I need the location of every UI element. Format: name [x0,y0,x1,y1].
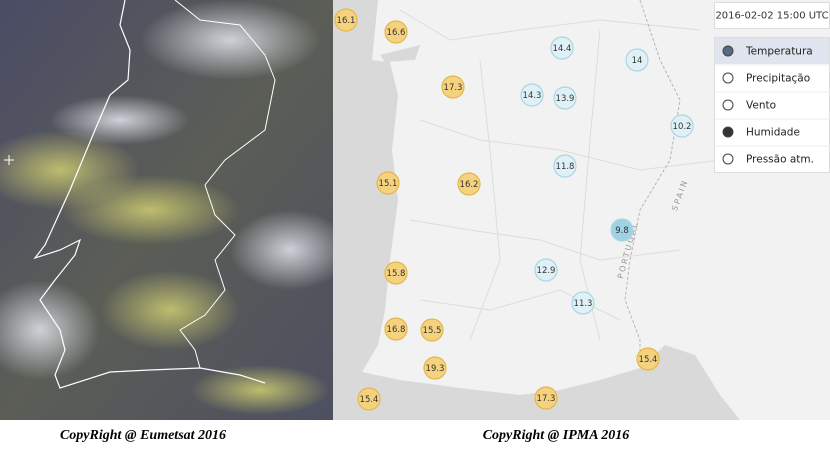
marker-circle [420,318,444,342]
menu-item[interactable]: Pressão atm. [715,145,829,172]
marker-circle [384,261,408,285]
station-marker[interactable]: 17.3 [441,75,465,99]
menu-item-bg [715,146,829,172]
menu-label: Pressão atm. [746,154,814,166]
marker-circle [441,75,465,99]
marker-circle [457,172,481,196]
marker-label: 16.1 [337,16,356,26]
menu-icon [722,99,734,111]
station-marker[interactable]: 11.8 [553,154,577,178]
marker-circle [534,386,558,410]
marker-label: 11.3 [574,299,593,309]
menu-item[interactable]: Humidade [715,118,829,145]
panel: 2016-02-02 15:00 UTC Temperatura Precipit… [714,2,830,173]
marker-circle [571,291,595,315]
station-marker[interactable]: 16.2 [457,172,481,196]
marker-label: 12.9 [537,266,556,276]
marker-label: 16.2 [460,180,479,190]
marker-label: 15.4 [360,395,379,405]
menu-icon [722,126,734,138]
station-marker[interactable]: 12.9 [534,258,558,282]
station-marker[interactable]: 16.6 [384,20,408,44]
marker-circle [357,387,381,411]
station-marker[interactable]: 19.3 [423,356,447,380]
marker-label: 14 [632,56,643,66]
station-marker[interactable]: 15.4 [636,347,660,371]
marker-label: 10.2 [673,122,692,132]
marker-circle [610,218,634,242]
menu-icon [722,72,734,84]
marker-circle [520,83,544,107]
marker-label: 13.9 [556,94,575,104]
menu-item-bg [715,65,829,91]
station-marker[interactable]: 16.8 [384,317,408,341]
station-marker[interactable]: 15.1 [376,171,400,195]
station-marker[interactable]: 10.2 [670,114,694,138]
marker-label: 17.3 [444,83,463,93]
marker-circle [334,8,358,32]
station-marker[interactable]: 9.8 [610,218,634,242]
timestamp: 2016-02-02 15:00 UTC [715,11,828,22]
station-marker[interactable]: 14.3 [520,83,544,107]
marker-label: 17.3 [537,394,556,404]
marker-layer: 16.1 16.6 17.3 14.4 14 14.3 13.9 10.2 11.8 15.1 16… [334,8,694,411]
timestamp-box [714,2,830,29]
marker-label: 14.3 [523,91,542,101]
marker-label: 11.8 [556,162,575,172]
menu-icon [722,153,734,165]
menu-item-bg [715,119,829,145]
marker-circle [553,154,577,178]
marker-label: 15.8 [387,269,406,279]
marker-circle [625,48,649,72]
marker-label: 15.5 [423,326,442,336]
menu-item[interactable]: Temperatura [715,38,829,64]
marker-label: 9.8 [615,226,629,236]
menu-item-bg [715,38,829,64]
marker-circle [636,347,660,371]
marker-circle [553,86,577,110]
marker-label: 14.4 [553,44,572,54]
marker-circle [384,317,408,341]
marker-label: 15.1 [379,179,398,189]
station-marker[interactable]: 17.3 [534,386,558,410]
marker-label: 16.8 [387,325,406,335]
menu: Temperatura Precipitação Vento Humidade Pres… [715,38,829,172]
marker-circle [534,258,558,282]
station-marker[interactable]: 16.1 [334,8,358,32]
marker-circle [423,356,447,380]
caption: CopyRight @ Eumetsat 2016 [60,428,226,443]
marker-circle [384,20,408,44]
marker-label: 16.6 [387,28,406,38]
menu-item[interactable]: Vento [715,91,829,118]
menu-icon [722,45,734,57]
station-marker[interactable]: 15.4 [357,387,381,411]
marker-circle [550,36,574,60]
station-marker[interactable]: 15.5 [420,318,444,342]
menu-item[interactable]: Precipitação [715,64,829,91]
menu-label: Precipitação [746,73,810,85]
station-marker[interactable]: 14.4 [550,36,574,60]
marker-label: 15.4 [639,355,658,365]
station-marker[interactable]: 11.3 [571,291,595,315]
marker-label: 19.3 [426,364,445,374]
menu-label: Vento [746,100,776,112]
menu-label: Humidade [746,127,800,139]
marker-circle [376,171,400,195]
station-marker[interactable]: 15.8 [384,261,408,285]
menu-item-bg [715,92,829,118]
caption: CopyRight @ IPMA 2016 [483,428,630,443]
marker-circle [670,114,694,138]
station-marker[interactable]: 13.9 [553,86,577,110]
menu-label: Temperatura [745,46,813,58]
station-marker[interactable]: 14 [625,48,649,72]
satellite-image [0,0,350,420]
